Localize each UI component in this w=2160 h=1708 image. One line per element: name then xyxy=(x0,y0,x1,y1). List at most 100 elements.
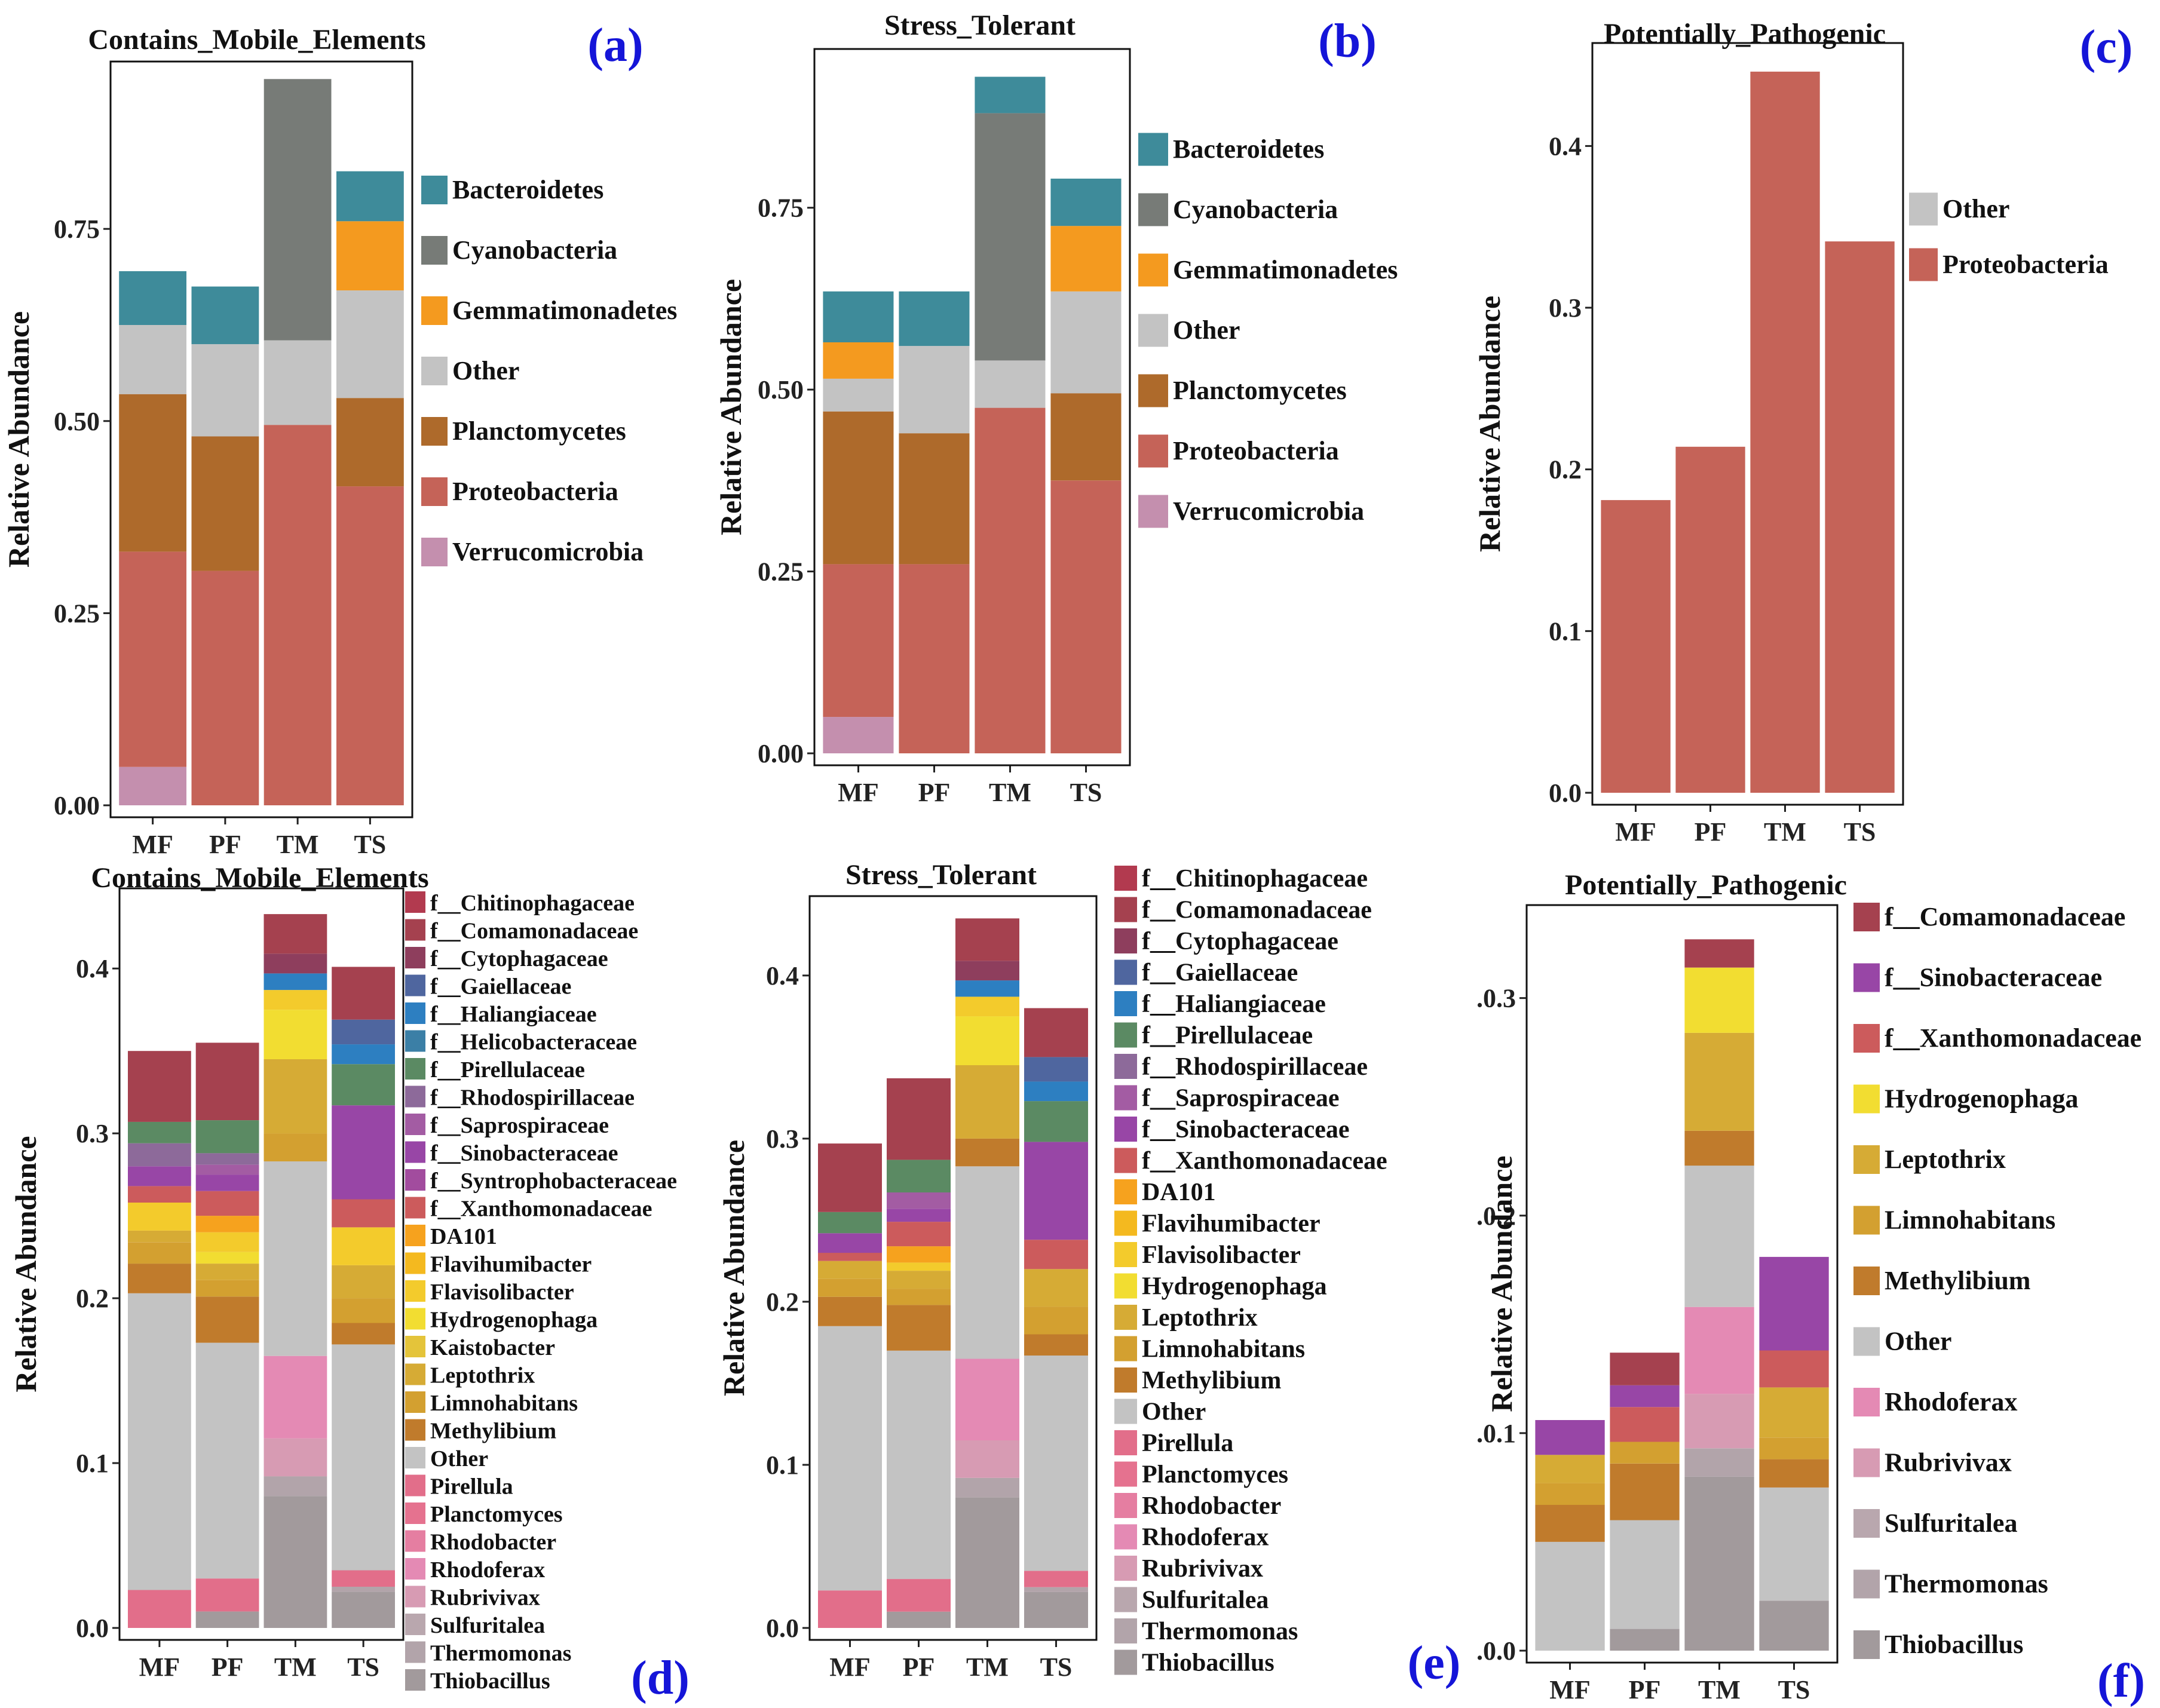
legend-label-rhodobacter: Rhodobacter xyxy=(1142,1492,1281,1520)
legend-label-hydrogenophaga: Hydrogenophaga xyxy=(430,1308,598,1333)
bar-mf-planctomycetes xyxy=(823,411,894,565)
y-axis-label: Relative Abundance xyxy=(1485,1155,1518,1412)
legend-label-limnohabitans: Limnohabitans xyxy=(430,1391,578,1416)
bar-ts-thermomonas xyxy=(1024,1587,1088,1592)
y-tick-label: 0.3 xyxy=(1549,293,1582,323)
legend-label-sulfuritalea: Sulfuritalea xyxy=(430,1613,545,1638)
legend-label-f-pirellulaceae: f__Pirellulaceae xyxy=(1142,1022,1313,1050)
legend-label-f-syntrophobacteraceae: f__Syntrophobacteraceae xyxy=(430,1169,677,1194)
legend-label-thermomonas: Thermomonas xyxy=(1885,1569,2048,1599)
bar-ts-f-pirellulaceae xyxy=(1024,1101,1088,1142)
bar-tm-methylibium xyxy=(1684,1130,1754,1166)
bars-group xyxy=(1601,71,1895,793)
bar-ts-methylibium xyxy=(1759,1459,1829,1488)
bar-pf-proteobacteria xyxy=(1675,446,1745,793)
legend-swatch-verrucomicrobia xyxy=(1138,495,1168,528)
legend-swatch-rhodobacter xyxy=(405,1530,425,1552)
bar-mf-verrucomicrobia xyxy=(119,766,186,805)
legend-label-other: Other xyxy=(452,356,519,385)
legend-swatch-cyanobacteria xyxy=(1138,193,1168,226)
legend: f__Comamonadaceae f__Sinobacteraceae f__Xa… xyxy=(1853,902,2141,1659)
bars-group xyxy=(823,76,1122,753)
bar-mf-gemmatimonadetes xyxy=(823,342,894,379)
bars-group xyxy=(119,79,404,805)
y-tick-label: .0.2 xyxy=(1476,1201,1516,1231)
bar-tm-thermomonas xyxy=(264,1476,327,1497)
legend-label-gemmatimonadetes: Gemmatimonadetes xyxy=(452,296,677,325)
bar-pf-leptothrix xyxy=(887,1271,951,1289)
legend-swatch-f-saprospiraceae xyxy=(1114,1085,1137,1111)
x-tick-label-tm: TM xyxy=(1764,817,1806,847)
legend-swatch-gemmatimonadetes xyxy=(421,296,448,325)
bar-pf-f-rhodospirillaceae xyxy=(195,1153,259,1165)
legend-swatch-f-saprospiraceae xyxy=(405,1114,425,1135)
legend-label-thermomonas: Thermomonas xyxy=(430,1641,571,1666)
bar-ts-f-pirellulaceae xyxy=(332,1064,395,1106)
bar-ts-leptothrix xyxy=(1024,1269,1088,1307)
legend-swatch-hydrogenophaga xyxy=(405,1308,425,1330)
legend-label-f-haliangiaceae: f__Haliangiaceae xyxy=(430,1002,597,1027)
legend-swatch-sulfuritalea xyxy=(1114,1587,1137,1612)
legend-swatch-f-cytophagaceae xyxy=(1114,928,1137,953)
bar-tm-other xyxy=(264,340,332,425)
bar-ts-f-xanthomonadaceae xyxy=(1759,1350,1829,1388)
legend-label-gemmatimonadetes: Gemmatimonadetes xyxy=(1173,255,1398,284)
bar-ts-leptothrix xyxy=(332,1265,395,1299)
bar-ts-f-sinobacteraceae xyxy=(1024,1142,1088,1240)
x-tick-label-mf: MF xyxy=(1549,1675,1590,1704)
bar-tm-f-comamonadaceae xyxy=(1684,939,1754,968)
bar-ts-other xyxy=(332,1344,395,1571)
bar-tm-f-cytophagaceae xyxy=(955,961,1019,981)
legend-label-methylibium: Methylibium xyxy=(1142,1367,1281,1394)
bar-mf-bacteroidetes xyxy=(119,271,186,325)
bar-tm-rhodoferax xyxy=(1684,1307,1754,1394)
bar-tm-methylibium xyxy=(955,1138,1019,1167)
legend-swatch-f-sinobacteraceae xyxy=(1114,1117,1137,1142)
bar-ts-planctomycetes xyxy=(1050,393,1122,481)
x-tick-label-tm: TM xyxy=(966,1652,1009,1682)
x-tick-label-pf: PF xyxy=(1629,1675,1661,1704)
bar-mf-f-comamonadaceae xyxy=(128,1051,191,1122)
legend-swatch-da101 xyxy=(1114,1179,1137,1204)
bar-pf-flavisolibacter xyxy=(195,1232,259,1252)
bar-ts-leptothrix xyxy=(1759,1387,1829,1438)
y-tick-label: 0.50 xyxy=(54,407,100,436)
panel-title: Stress_Tolerant xyxy=(884,10,1076,41)
bar-ts-gemmatimonadetes xyxy=(336,221,404,291)
bar-tm-rubrivivax xyxy=(1684,1394,1754,1449)
legend-label-methylibium: Methylibium xyxy=(1885,1266,2030,1295)
legend-swatch-thiobacillus xyxy=(405,1669,425,1691)
legend-swatch-f-sinobacteraceae xyxy=(1853,963,1880,992)
x-tick-label-pf: PF xyxy=(209,830,241,859)
panel-f: MF PF TM TS .0.0 .0.1 .0.2 .0.3 Relative Abundan… xyxy=(1476,869,2145,1707)
panel-e: MF PF TM TS 0.0 0.1 0.2 0.3 0.4 Relative Abundanc… xyxy=(717,859,1460,1689)
legend-swatch-f-pirellulaceae xyxy=(405,1058,425,1080)
bar-tm-f-haliangiaceae xyxy=(955,980,1019,997)
legend-swatch-thermomonas xyxy=(1114,1618,1137,1643)
bars-group xyxy=(128,914,395,1628)
legend-label-thermomonas: Thermomonas xyxy=(1142,1618,1298,1645)
y-tick-label: 0.2 xyxy=(76,1284,109,1313)
bar-pf-planctomycetes xyxy=(191,436,259,571)
x-tick-label-mf: MF xyxy=(1615,817,1656,847)
bar-pf-pirellula xyxy=(195,1578,259,1612)
bar-pf-leptothrix xyxy=(195,1264,259,1280)
legend-label-rubrivivax: Rubrivivax xyxy=(1885,1448,2012,1477)
bar-pf-limnohabitans xyxy=(887,1289,951,1305)
legend-label-cyanobacteria: Cyanobacteria xyxy=(1173,195,1338,224)
legend-swatch-sulfuritalea xyxy=(1853,1509,1880,1538)
legend-swatch-leptothrix xyxy=(1114,1305,1137,1330)
bar-pf-f-pirellulaceae xyxy=(887,1160,951,1192)
bar-pf-limnohabitans xyxy=(195,1280,259,1297)
bar-tm-other xyxy=(1684,1166,1754,1307)
bar-mf-f-sinobacteraceae xyxy=(128,1166,191,1186)
legend-swatch-f-cytophagaceae xyxy=(405,947,425,968)
bar-mf-f-pirellulaceae xyxy=(818,1212,882,1234)
bar-tm-thiobacillus xyxy=(1684,1476,1754,1651)
legend-label-f-comamonadaceae: f__Comamonadaceae xyxy=(430,919,638,944)
legend-swatch-hydrogenophaga xyxy=(1853,1084,1880,1114)
legend-label-other: Other xyxy=(1943,194,2009,223)
bar-ts-proteobacteria xyxy=(1050,480,1122,753)
legend-label-planctomycetes: Planctomycetes xyxy=(452,416,626,446)
y-tick-label: 0.0 xyxy=(76,1614,109,1643)
